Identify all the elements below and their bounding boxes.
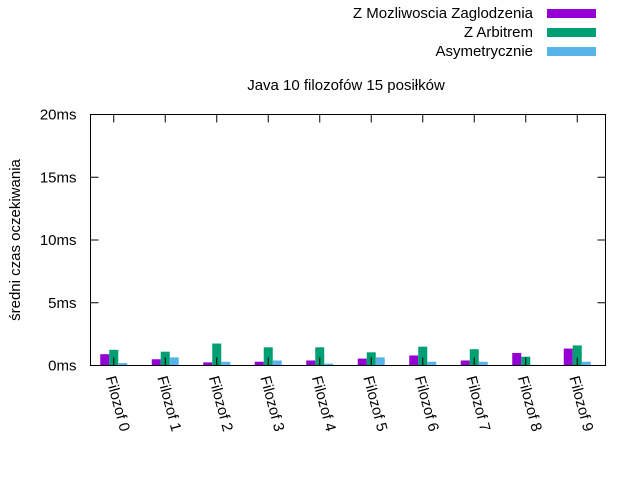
y-tick-label: 10ms [40, 232, 77, 249]
x-tick-label: Filozof 6 [411, 374, 442, 433]
legend-label: Asymetrycznie [435, 43, 533, 60]
bar-1-6 [409, 355, 419, 366]
y-axis-ticks: 0ms 5ms 10ms 15ms 20ms [40, 107, 606, 375]
bar-3-0 [118, 362, 128, 366]
bar-3-7 [478, 361, 488, 366]
legend-swatch [547, 9, 596, 18]
x-tick-label: Filozof 5 [359, 374, 390, 433]
bar-3-1 [169, 357, 179, 366]
y-tick-label: 5ms [48, 295, 76, 312]
bar-1-5 [357, 358, 367, 366]
bar-3-2 [221, 361, 231, 366]
bar-3-4 [324, 363, 334, 366]
bar-1-9 [563, 348, 573, 366]
x-tick-label: Filozof 1 [153, 374, 184, 433]
x-tick-label: Filozof 2 [205, 374, 236, 433]
bar-2-6 [418, 346, 428, 366]
x-tick-label: Filozof 9 [565, 374, 596, 433]
bar-3-6 [427, 361, 437, 366]
bar-2-7 [469, 349, 479, 366]
bar-1-0 [100, 354, 110, 366]
x-tick-label: Filozof 3 [256, 374, 287, 433]
chart-title: Java 10 filozofów 15 posiłków [247, 77, 445, 94]
bar-3-5 [375, 357, 385, 366]
bar-1-4 [306, 360, 316, 366]
x-tick-label: Filozof 8 [514, 374, 545, 433]
bar-3-9 [581, 361, 591, 366]
bar-1-8 [512, 352, 522, 366]
legend-swatch [547, 47, 596, 56]
bar-2-2 [212, 343, 222, 366]
x-tick-label: Filozof 7 [462, 374, 493, 433]
legend: Z Mozliwoscia Zaglodzenia Z Arbitrem Asyme… [353, 5, 596, 60]
bar-1-7 [460, 360, 470, 366]
legend-label: Z Mozliwoscia Zaglodzenia [353, 5, 534, 22]
legend-label: Z Arbitrem [464, 24, 533, 41]
bar-2-4 [315, 347, 325, 366]
legend-swatch [547, 28, 596, 37]
bar-2-9 [572, 345, 582, 366]
x-tick-label: Filozof 4 [308, 374, 339, 433]
bar-1-2 [203, 362, 213, 366]
bar-1-1 [151, 359, 161, 366]
x-tick-label: Filozof 0 [102, 374, 133, 433]
plot-area-frame [90, 114, 606, 366]
bar-1-3 [254, 361, 264, 366]
bar-2-3 [263, 347, 273, 366]
bars [100, 343, 591, 366]
y-tick-label: 0ms [48, 358, 76, 375]
bar-3-3 [272, 360, 282, 366]
y-axis-label: średni czas oczekiwania [7, 158, 24, 320]
y-tick-label: 15ms [40, 169, 77, 186]
x-axis-ticks: Filozof 0 Filozof 1 Filozof 2 Filozof 3 Filo… [102, 114, 596, 433]
y-tick-label: 20ms [40, 107, 77, 124]
